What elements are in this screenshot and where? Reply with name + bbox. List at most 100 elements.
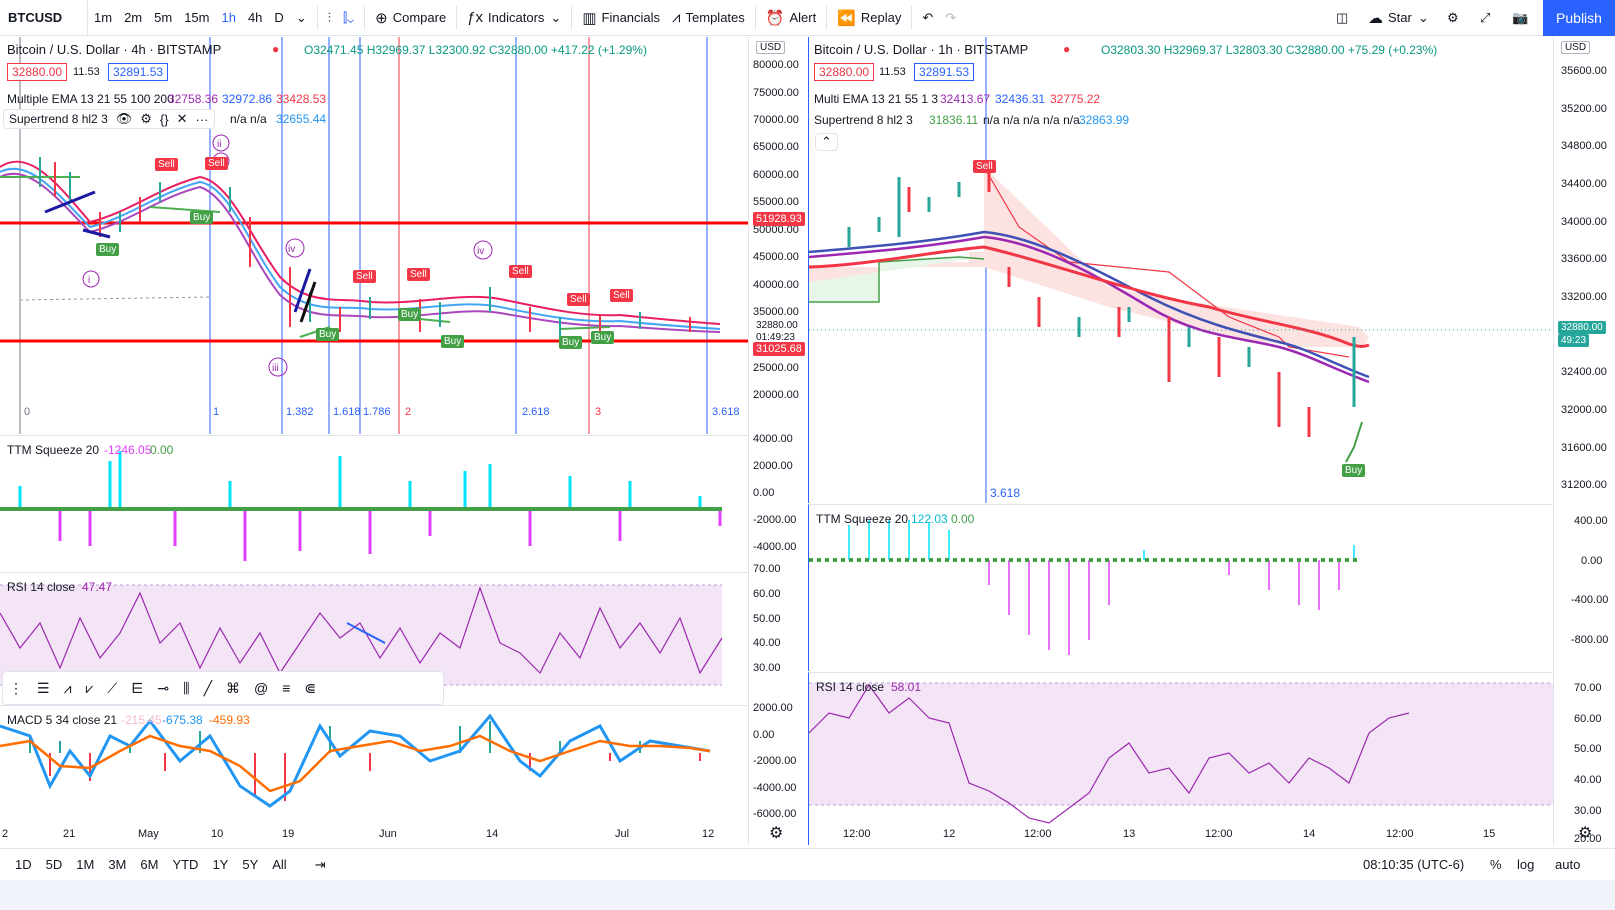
abc-pattern-icon[interactable]: ⩗ <box>85 679 94 696</box>
price-tick: 60000.00 <box>753 169 799 181</box>
right-rsi-label[interactable]: RSI 14 close <box>816 680 885 694</box>
ranges-icon[interactable]: ⋐ <box>304 679 317 696</box>
interval-d[interactable]: D <box>274 10 284 25</box>
range-ytd[interactable]: YTD <box>172 857 199 872</box>
percent-toggle[interactable]: % <box>1490 857 1502 872</box>
range-6m[interactable]: 6M <box>140 857 159 872</box>
right-supertrend-label[interactable]: Supertrend 8 hl2 3 <box>814 113 913 127</box>
right-time-axis[interactable]: 12:00 12 12:00 13 12:00 14 12:00 15 <box>808 826 1553 845</box>
interval-5m[interactable]: 5m <box>154 10 173 25</box>
compare-button[interactable]: ⊕ Compare <box>369 0 452 36</box>
fib-time-icon[interactable]: ⫼ <box>183 679 190 696</box>
range-1d[interactable]: 1D <box>15 857 32 872</box>
replay-button[interactable]: ⏪ Replay <box>831 0 907 36</box>
range-all[interactable]: All <box>272 857 287 872</box>
range-1m[interactable]: 1M <box>76 857 95 872</box>
right-price-axis[interactable]: USD 35600.00 35200.00 34800.00 34400.00 … <box>1553 37 1615 845</box>
alert-button[interactable]: ⏰ Alert <box>760 0 822 36</box>
spiral-icon[interactable]: @ <box>254 680 269 696</box>
channel-icon[interactable]: ≡ <box>282 680 291 696</box>
bar-style-icon[interactable]: ⫶ <box>327 9 331 25</box>
time-tick: Jul <box>615 828 630 840</box>
code-icon[interactable]: {} <box>159 111 169 127</box>
right-ttm-label[interactable]: TTM Squeeze 20 <box>816 512 909 526</box>
left-macd-value-2: -675.38 <box>162 713 203 727</box>
left-ema-value-3: 33428.53 <box>276 92 327 106</box>
range-1y[interactable]: 1Y <box>212 857 229 872</box>
left-macd-label[interactable]: MACD 5 34 close 21 <box>7 713 118 727</box>
publish-button[interactable]: Publish <box>1543 0 1615 36</box>
left-ttm-pane[interactable]: TTM Squeeze 20 -1246.05 0.00 <box>0 435 748 571</box>
candle-style-icon[interactable]: ⫿⌄ <box>342 9 355 25</box>
drag-handle-icon[interactable]: ⋮ <box>9 679 23 696</box>
settings-gear-icon[interactable]: ⚙ <box>140 111 152 126</box>
axis-settings-gear-icon[interactable]: ⚙ <box>769 825 784 842</box>
right-bid-box[interactable]: 32880.00 <box>814 63 875 81</box>
right-candles-red <box>907 172 1311 437</box>
range-5y[interactable]: 5Y <box>242 857 259 872</box>
interval-1h[interactable]: 1h <box>221 10 236 25</box>
left-macd-pane[interactable]: MACD 5 34 close 21 -215.45 -675.38 -459.… <box>0 705 748 845</box>
layout-icon[interactable]: ◫ <box>1336 9 1349 25</box>
brush-icon[interactable]: ⟋ <box>107 679 118 696</box>
left-rsi-pane[interactable]: RSI 14 close 47.47 <box>0 572 748 704</box>
redo-icon[interactable]: ↷ <box>945 9 957 25</box>
left-price-axis[interactable]: USD 80000.00 75000.00 70000.00 65000.00 … <box>748 37 805 845</box>
indicators-button[interactable]: ƒx Indicators ⌄ <box>461 0 567 36</box>
left-symbol-title[interactable]: Bitcoin / U.S. Dollar · 4h · BITSTAMP <box>7 42 222 57</box>
right-ttm-pane[interactable]: TTM Squeeze 20 122.03 0.00 <box>808 504 1553 671</box>
interval-4h[interactable]: 4h <box>247 10 263 25</box>
eye-icon[interactable]: 👁 <box>115 111 133 126</box>
range-3m[interactable]: 3M <box>108 857 127 872</box>
fullscreen-icon[interactable]: ⤢ <box>1480 9 1491 25</box>
interval-dropdown-icon[interactable]: ⌄ <box>295 9 307 25</box>
right-price-chart[interactable] <box>809 37 1553 503</box>
right-currency-select[interactable]: USD <box>1561 41 1591 54</box>
fib-icon[interactable]: ⋿ <box>131 679 144 696</box>
clock-time[interactable]: 08:10:35 (UTC-6) <box>1363 857 1465 872</box>
range-5d[interactable]: 5D <box>45 857 63 872</box>
undo-icon[interactable]: ↶ <box>922 9 934 25</box>
right-symbol-title[interactable]: Bitcoin / U.S. Dollar · 1h · BITSTAMP <box>814 42 1029 57</box>
star-button[interactable]: ☁ Star ⌄ <box>1362 0 1435 36</box>
axis-settings-gear-icon[interactable]: ⚙ <box>1578 825 1593 842</box>
horizontal-ray-icon[interactable]: ⊸ <box>157 679 170 696</box>
camera-icon[interactable]: 📷 <box>1512 9 1529 25</box>
left-supertrend-legend[interactable]: Supertrend 8 hl2 3 👁 ⚙ {} ✕ ··· <box>3 109 215 129</box>
fib-label: 2 <box>405 406 412 418</box>
interval-15m[interactable]: 15m <box>184 10 210 25</box>
left-ask-box[interactable]: 32891.53 <box>108 63 169 81</box>
right-ask-box[interactable]: 32891.53 <box>914 63 975 81</box>
left-rsi-label[interactable]: RSI 14 close <box>7 580 76 594</box>
more-icon[interactable]: ··· <box>195 111 209 127</box>
goto-date-icon[interactable]: ⇥ <box>314 856 326 872</box>
interval-2m[interactable]: 2m <box>124 10 143 25</box>
interval-1m[interactable]: 1m <box>94 10 113 25</box>
templates-button[interactable]: ⩘ Templates <box>666 0 751 36</box>
plus-circle-icon: ⊕ <box>375 9 388 27</box>
right-ema-label[interactable]: Multi EMA 13 21 55 1 3 <box>814 92 939 106</box>
right-rsi-pane[interactable]: RSI 14 close 58.01 <box>808 672 1553 845</box>
financials-button[interactable]: ▥ Financials <box>576 0 666 36</box>
auto-toggle[interactable]: auto <box>1555 857 1581 872</box>
symbol-search[interactable]: BTCUSD <box>0 0 88 36</box>
left-currency-select[interactable]: USD <box>756 41 786 54</box>
lines-icon[interactable]: ☰ <box>37 679 50 696</box>
settings-gear-icon[interactable]: ⚙ <box>1447 9 1459 25</box>
fib-label: 0 <box>24 406 31 418</box>
left-price-chart[interactable]: ii i iv iv iii <box>0 37 748 434</box>
log-toggle[interactable]: log <box>1517 857 1535 872</box>
rewind-icon: ⏪ <box>837 9 856 27</box>
collapse-legend-button[interactable]: ⌃ <box>815 133 838 151</box>
right-main-pane[interactable]: Bitcoin / U.S. Dollar · 1h · BITSTAMP ● … <box>808 37 1553 503</box>
pattern-icon[interactable]: ⩘ <box>63 679 72 696</box>
left-time-axis[interactable]: 2 21 May 10 19 Jun 14 Jul 12 <box>0 826 748 845</box>
path-icon[interactable]: ⌘ <box>226 679 241 696</box>
left-ema-label[interactable]: Multiple EMA 13 21 55 100 200 <box>7 92 174 106</box>
left-ttm-label[interactable]: TTM Squeeze 20 <box>7 443 100 457</box>
close-icon[interactable]: ✕ <box>176 111 188 126</box>
left-bid-box[interactable]: 32880.00 <box>7 63 68 81</box>
trend-line-icon[interactable]: ╱ <box>203 679 213 696</box>
left-main-pane[interactable]: ii i iv iv iii Sell Sell Sell Sell Sell … <box>0 37 748 434</box>
left-supertrend-values: n/a n/a <box>230 112 267 126</box>
